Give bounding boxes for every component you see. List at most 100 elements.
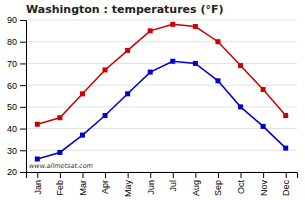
grid-line [26, 41, 297, 42]
y-tick-mark [20, 85, 26, 86]
x-tick-label: May [123, 180, 133, 198]
marker [80, 133, 85, 138]
series-line [37, 61, 285, 159]
marker [170, 22, 175, 27]
y-tick-mark [20, 150, 26, 151]
y-tick: 30 [7, 146, 26, 156]
marker [103, 67, 108, 72]
x-tick-mark [173, 172, 174, 178]
marker [57, 150, 62, 155]
grid-line [26, 128, 297, 129]
y-tick-mark [20, 172, 26, 173]
x-tick-label: Dec [281, 180, 291, 197]
chart-svg: 20 30 40 50 60 70 80 90 Jan Feb Mar Apr May Jun Jul Aug… [0, 0, 305, 200]
x-tick: Nov [259, 172, 269, 196]
x-axis-line [27, 173, 298, 179]
y-tick-label: 20 [7, 167, 17, 177]
marker [148, 70, 153, 75]
x-tick-label: Mar [78, 180, 88, 196]
x-tick: Jun [146, 172, 156, 195]
marker [283, 146, 288, 151]
y-tick: 60 [7, 81, 26, 91]
y-tick: 70 [7, 59, 26, 69]
y-tick-label: 30 [7, 146, 17, 156]
x-tick-mark [82, 172, 83, 178]
y-tick: 20 [7, 167, 26, 177]
y-tick-mark [20, 107, 26, 108]
marker [125, 91, 130, 96]
x-axis: Jan Feb Mar Apr May Jun Jul Aug Sep Oct Nov Dec [27, 172, 298, 197]
x-tick: Sep [213, 172, 223, 196]
x-tick-mark [241, 172, 242, 178]
y-tick: 90 [7, 15, 26, 25]
x-tick-label: Jul [168, 180, 178, 192]
x-tick-label: Feb [55, 180, 65, 196]
marker [261, 124, 266, 129]
y-tick-label: 60 [7, 81, 17, 91]
marker [57, 115, 62, 120]
marker [261, 87, 266, 92]
x-tick-label: Jun [146, 180, 156, 195]
grid-line [26, 20, 297, 21]
y-tick-mark [20, 20, 26, 21]
x-tick: Aug [191, 172, 201, 196]
x-tick-mark [60, 172, 61, 178]
x-tick: Apr [100, 172, 110, 194]
x-tick-label: Sep [213, 180, 223, 196]
y-tick: 40 [7, 124, 26, 134]
x-tick-mark [218, 172, 219, 178]
marker [80, 91, 85, 96]
x-tick-mark [286, 172, 287, 178]
marker [283, 113, 288, 118]
chart-container: 20 30 40 50 60 70 80 90 Jan Feb Mar Apr May Jun Jul Aug… [0, 0, 305, 200]
grid-line [26, 106, 297, 107]
marker [125, 48, 130, 53]
annotation: www.allmetsat.com [29, 162, 93, 170]
x-tick-label: Apr [100, 180, 110, 194]
marker [193, 61, 198, 66]
marker [215, 78, 220, 83]
x-tick-mark [105, 172, 106, 178]
marker [103, 113, 108, 118]
x-tick-mark [37, 172, 38, 178]
y-axis-line [20, 21, 27, 173]
series [35, 22, 288, 127]
y-tick: 80 [7, 37, 26, 47]
x-tick-mark [195, 172, 196, 178]
x-tick: Feb [55, 172, 65, 196]
grid-line [26, 85, 297, 86]
plot-area: 20 30 40 50 60 70 80 90 Jan Feb Mar Apr May Jun Jul Aug… [7, 15, 298, 197]
y-tick: 50 [7, 102, 26, 112]
x-tick: Oct [236, 172, 246, 194]
y-axis: 20 30 40 50 60 70 80 90 [7, 15, 27, 177]
y-tick-label: 50 [7, 102, 17, 112]
series [35, 59, 288, 162]
x-tick: Jul [168, 172, 178, 192]
x-tick-label: Nov [259, 180, 269, 197]
marker [35, 156, 40, 161]
x-tick-mark [150, 172, 151, 178]
grid-line [26, 63, 297, 64]
marker [238, 104, 243, 109]
grid-line [26, 150, 297, 151]
y-tick-label: 70 [7, 59, 17, 69]
x-tick-mark [263, 172, 264, 178]
x-tick-label: Jan [33, 180, 43, 195]
marker [148, 28, 153, 33]
marker [215, 39, 220, 44]
y-tick-mark [20, 129, 26, 130]
chart-title: Washington : temperatures (°F) [26, 3, 224, 16]
marker [35, 122, 40, 127]
y-tick-label: 40 [7, 124, 17, 134]
grid [26, 20, 297, 172]
y-tick-mark [20, 63, 26, 64]
marker [170, 59, 175, 64]
y-tick-mark [20, 42, 26, 43]
x-tick: Dec [281, 172, 291, 196]
x-tick: Jan [33, 172, 43, 195]
series-line [37, 24, 285, 124]
marker [238, 63, 243, 68]
marker [193, 24, 198, 29]
x-tick: May [123, 172, 133, 197]
x-tick-label: Oct [236, 180, 246, 195]
